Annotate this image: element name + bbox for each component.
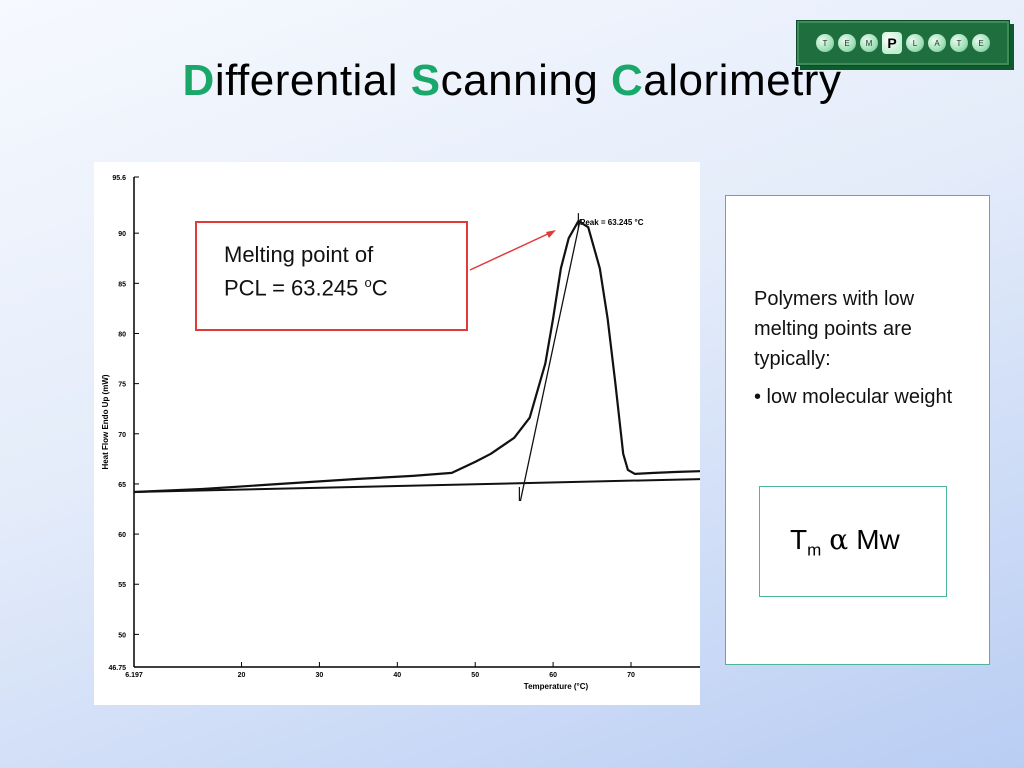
heat-flow-curve [133, 219, 700, 494]
title-text: alorimetry [643, 56, 842, 105]
x-tick-label: 60 [549, 672, 557, 679]
logo-letter: T [950, 34, 968, 52]
y-tick-label: 85 [118, 281, 126, 288]
template-logo: T E M P L A T E [796, 20, 1010, 66]
callout-line2: PCL = 63.245 oC [224, 269, 388, 302]
melting-point-callout: Melting point of PCL = 63.245 oC [195, 221, 468, 331]
info-bullet: • low molecular weight [754, 386, 953, 408]
x-axis-label: Temperature (°C) [524, 682, 589, 691]
title-text: canning [440, 56, 612, 105]
callout-text: Melting point of PCL = 63.245 oC [224, 241, 388, 302]
x-tick-label: 30 [316, 672, 324, 679]
y-tick-label: 50 [118, 632, 126, 639]
info-text: Polymers with low melting points are typ… [754, 284, 979, 412]
proportional-symbol: α [829, 523, 849, 556]
title-initial: C [611, 56, 644, 105]
title-initial: S [410, 56, 441, 105]
callout-unit: C [371, 275, 388, 301]
y-tick-label: 90 [118, 231, 126, 238]
logo-letter: L [906, 34, 924, 52]
logo-letter: E [838, 34, 856, 52]
info-paragraph: Polymers with low melting points are typ… [754, 288, 915, 370]
onset-tangent [519, 218, 582, 502]
dsc-chart-svg: Heat Flow Endo Up (mW) Temperature (°C) … [101, 175, 700, 691]
formula-t: T [790, 524, 808, 555]
peak-annotation: Peak = 63.245 °C [580, 218, 644, 227]
logo-letter: E [972, 34, 990, 52]
formula-mw: Mw [856, 524, 900, 555]
x-tick-label: 70 [627, 672, 635, 679]
y-tick-label: 46.75 [108, 665, 126, 672]
logo-letter: T [816, 34, 834, 52]
y-tick-label: 55 [118, 582, 126, 589]
formula-text: Tm α Mw [790, 523, 900, 561]
y-tick-label: 95.6 [112, 175, 126, 182]
x-tick-label: 40 [393, 672, 401, 679]
y-tick-label: 75 [118, 382, 126, 389]
slide-title: Differential Scanning Calorimetry [0, 56, 1024, 106]
x-tick-label: 20 [238, 672, 246, 679]
y-tick-label: 60 [118, 532, 126, 539]
logo-letter: M [860, 34, 878, 52]
logo-letter: P [882, 32, 902, 54]
formula-sub: m [807, 540, 822, 560]
y-tick-label: 80 [118, 331, 126, 338]
tm-mw-formula: Tm α Mw [759, 486, 947, 597]
y-tick-label: 65 [118, 482, 126, 489]
x-tick-label: 50 [471, 672, 479, 679]
title-text: ifferential [214, 56, 411, 105]
logo-letter: A [928, 34, 946, 52]
title-initial: D [182, 56, 215, 105]
callout-line1: Melting point of [224, 242, 374, 267]
callout-value: PCL = 63.245 [224, 275, 365, 301]
degree-sup: o [364, 275, 372, 290]
baseline [133, 478, 700, 493]
y-axis-label: Heat Flow Endo Up (mW) [101, 374, 110, 469]
y-tick-label: 70 [118, 432, 126, 439]
x-tick-label: 6.197 [125, 672, 143, 679]
